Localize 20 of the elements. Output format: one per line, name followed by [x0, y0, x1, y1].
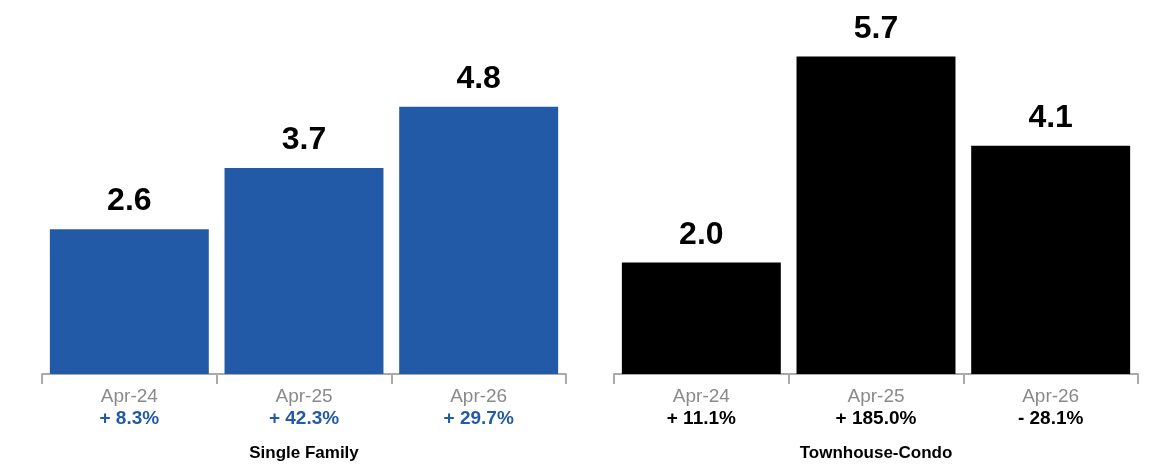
text: + 11.1%	[666, 406, 737, 428]
text: + 185.0%	[835, 406, 917, 428]
data-label: 2.6	[107, 181, 152, 218]
x-tick-label: Apr-24	[100, 384, 159, 406]
data-label: 3.7	[281, 119, 327, 156]
x-tick-label: Apr-25	[847, 384, 905, 406]
x-axis-title: Townhouse-Condo	[799, 443, 953, 462]
x-tick-label: Apr-26	[1022, 384, 1080, 406]
x-tick-label: Apr-25	[275, 384, 333, 406]
data-label: 5.7	[853, 8, 899, 45]
text: - 28.1%	[1017, 406, 1084, 428]
data-label: 4.1	[1028, 97, 1073, 134]
text: + 42.3%	[268, 406, 340, 428]
data-label: 2.0	[679, 214, 724, 251]
data-label: 4.8	[456, 58, 501, 95]
x-tick-label: Apr-26	[450, 384, 508, 406]
x-tick-label: Apr-24	[672, 384, 731, 406]
text: + 29.7%	[443, 406, 514, 428]
text: + 8.3%	[99, 406, 160, 428]
x-axis-title: Single Family	[249, 443, 360, 462]
